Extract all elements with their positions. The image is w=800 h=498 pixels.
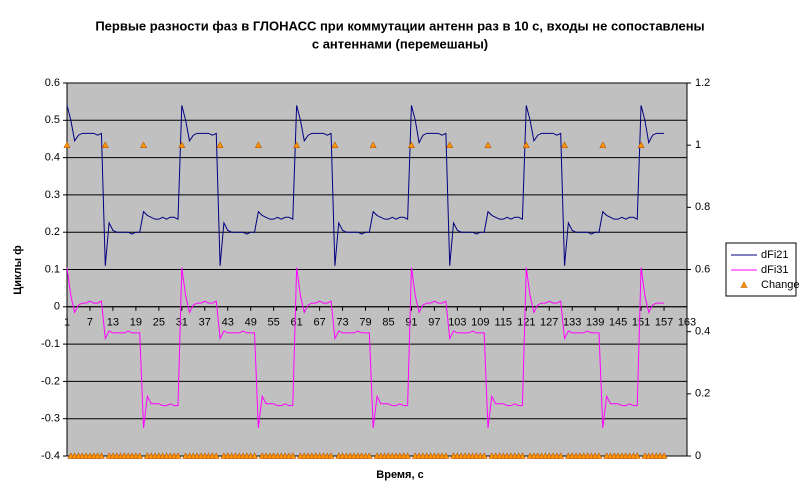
marker <box>599 141 607 148</box>
marker <box>633 452 641 459</box>
marker <box>254 141 262 148</box>
x-tick-label: 25 <box>153 317 165 329</box>
marker <box>557 452 565 459</box>
y-tick-label: 0.6 <box>45 77 60 89</box>
legend-marker <box>740 281 748 288</box>
y-tick-label: -0.4 <box>41 450 60 462</box>
y-tick-label: 0.2 <box>45 226 60 238</box>
y-tick-label: 0.1 <box>45 263 60 275</box>
legend-label: dFi31 <box>761 264 789 276</box>
x-tick-label: 13 <box>107 317 119 329</box>
marker <box>660 452 668 459</box>
marker <box>63 141 71 148</box>
marker <box>446 141 454 148</box>
x-tick-label: 139 <box>586 317 604 329</box>
marker <box>637 141 645 148</box>
y-tick-label: 0.5 <box>45 114 60 126</box>
y2-tick-label: 0.8 <box>695 201 710 213</box>
marker <box>365 452 373 459</box>
x-tick-label: 109 <box>471 317 489 329</box>
x-tick-label: 115 <box>495 317 513 329</box>
x-tick-label: 31 <box>176 317 188 329</box>
x-tick-label: 85 <box>382 317 394 329</box>
marker <box>178 141 186 148</box>
marker <box>522 141 530 148</box>
marker <box>327 452 335 459</box>
marker <box>289 452 297 459</box>
chart-title: с антеннами (перемешаны) <box>312 36 488 51</box>
y2-tick-label: 1.2 <box>695 77 710 89</box>
x-tick-label: 163 <box>678 317 696 329</box>
y-tick-label: 0.3 <box>45 189 60 201</box>
x-tick-label: 61 <box>291 317 303 329</box>
y-tick-label: -0.3 <box>41 413 60 425</box>
x-tick-label: 19 <box>130 317 142 329</box>
x-tick-label: 49 <box>245 317 257 329</box>
x-tick-label: 43 <box>222 317 234 329</box>
y2-tick-label: 0.6 <box>695 263 710 275</box>
marker <box>484 141 492 148</box>
legend-label: dFi21 <box>761 249 789 261</box>
marker <box>212 452 220 459</box>
y2-tick-label: 0 <box>695 450 701 462</box>
marker <box>216 141 224 148</box>
marker <box>101 141 109 148</box>
y-tick-label: -0.2 <box>41 375 60 387</box>
x-tick-label: 7 <box>87 317 93 329</box>
marker <box>518 452 526 459</box>
y-tick-label: -0.1 <box>41 338 60 350</box>
x-tick-label: 91 <box>405 317 417 329</box>
x-tick-label: 151 <box>632 317 650 329</box>
x-tick-label: 79 <box>359 317 371 329</box>
x-tick-label: 121 <box>517 317 535 329</box>
marker <box>293 141 301 148</box>
x-tick-label: 157 <box>655 317 673 329</box>
marker <box>251 452 259 459</box>
chart-title: Первые разности фаз в ГЛОНАСС при коммут… <box>95 18 704 33</box>
marker <box>595 452 603 459</box>
y-tick-label: 0 <box>54 301 60 313</box>
series-line <box>66 105 665 266</box>
x-tick-label: 133 <box>563 317 581 329</box>
x-tick-label: 1 <box>64 317 70 329</box>
x-tick-label: 73 <box>336 317 348 329</box>
marker <box>442 452 450 459</box>
y2-tick-label: 1 <box>695 139 701 151</box>
x-tick-label: 67 <box>313 317 325 329</box>
marker <box>369 141 377 148</box>
x-tick-label: 103 <box>448 317 466 329</box>
y2-tick-label: 0.4 <box>695 326 710 338</box>
marker <box>331 141 339 148</box>
x-tick-label: 145 <box>609 317 627 329</box>
marker <box>407 141 415 148</box>
y-tick-label: 0.4 <box>45 152 60 164</box>
x-tick-label: 55 <box>268 317 280 329</box>
marker <box>480 452 488 459</box>
x-tick-label: 97 <box>428 317 440 329</box>
x-tick-label: 127 <box>540 317 558 329</box>
marker <box>136 452 144 459</box>
marker <box>174 452 182 459</box>
y-axis-title: Циклы ф <box>12 245 24 295</box>
x-axis-title: Время, с <box>376 469 423 481</box>
marker <box>97 452 105 459</box>
marker <box>561 141 569 148</box>
marker <box>140 141 148 148</box>
x-tick-label: 37 <box>199 317 211 329</box>
legend-label: Change <box>761 279 800 291</box>
series-line <box>66 267 665 429</box>
y2-tick-label: 0.2 <box>695 388 710 400</box>
marker <box>404 452 412 459</box>
